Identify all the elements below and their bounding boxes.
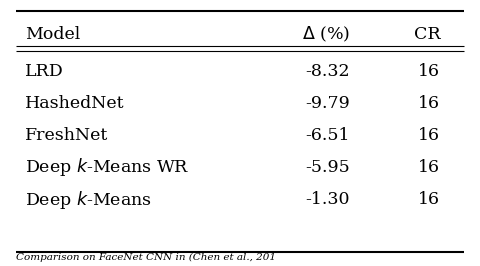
Text: HashedNet: HashedNet (25, 95, 125, 112)
Text: LRD: LRD (25, 63, 64, 80)
Text: 16: 16 (419, 127, 441, 144)
Text: 16: 16 (419, 95, 441, 112)
Text: $\Delta$ (%): $\Delta$ (%) (302, 25, 350, 44)
Text: 16: 16 (419, 191, 441, 208)
Text: FreshNet: FreshNet (25, 127, 108, 144)
Text: -5.95: -5.95 (305, 159, 350, 176)
Text: Deep $k$-Means WR: Deep $k$-Means WR (25, 156, 190, 178)
Text: -6.51: -6.51 (305, 127, 350, 144)
Text: 16: 16 (419, 63, 441, 80)
Text: -1.30: -1.30 (305, 191, 350, 208)
Text: -9.79: -9.79 (305, 95, 350, 112)
Text: CR: CR (414, 26, 441, 43)
Text: 16: 16 (419, 159, 441, 176)
Text: Comparison on FaceNet CNN in (Chen et al., 201: Comparison on FaceNet CNN in (Chen et al… (16, 253, 276, 262)
Text: Deep $k$-Means: Deep $k$-Means (25, 189, 152, 211)
Text: -8.32: -8.32 (305, 63, 350, 80)
Text: Model: Model (25, 26, 81, 43)
